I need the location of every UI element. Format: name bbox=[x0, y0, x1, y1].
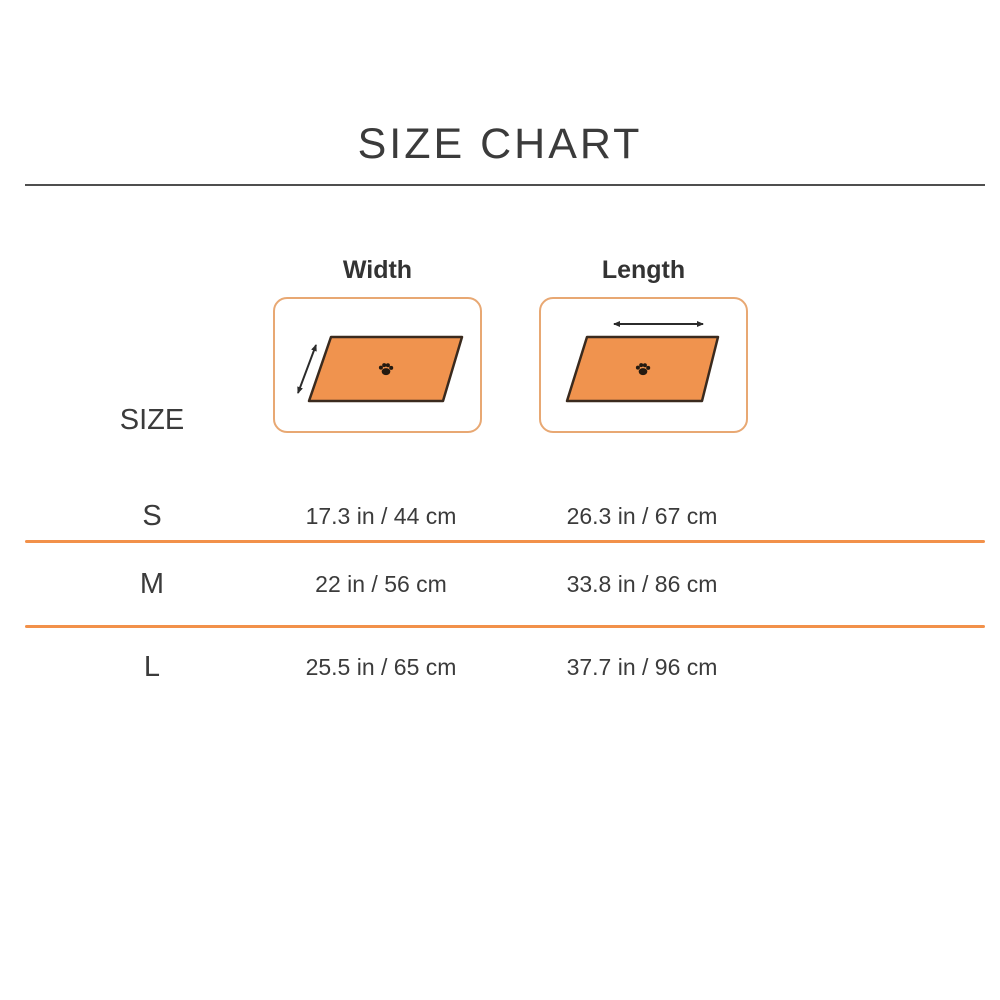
column-header-length: Length bbox=[601, 256, 686, 284]
length-value-l: 37.7 in / 96 cm bbox=[566, 654, 718, 680]
column-header-width: Width bbox=[342, 256, 413, 284]
width-value-s: 17.3 in / 44 cm bbox=[305, 503, 457, 529]
size-label-s: S bbox=[142, 500, 162, 532]
length-diagram-graphic bbox=[565, 321, 720, 403]
width-value-l: 25.5 in / 65 cm bbox=[305, 654, 457, 680]
paw-print-icon bbox=[378, 363, 394, 376]
size-label-m: M bbox=[139, 568, 165, 600]
width-arrow-icon bbox=[297, 344, 317, 394]
size-column-header: SIZE bbox=[119, 404, 185, 436]
size-label-l: L bbox=[143, 651, 161, 683]
row-separator bbox=[25, 540, 985, 543]
paw-print-icon bbox=[635, 363, 651, 376]
row-separator bbox=[25, 625, 985, 628]
length-value-s: 26.3 in / 67 cm bbox=[566, 503, 718, 529]
width-diagram bbox=[273, 297, 482, 433]
length-value-m: 33.8 in / 86 cm bbox=[566, 571, 718, 597]
page-title: SIZE CHART bbox=[357, 120, 643, 168]
length-diagram bbox=[539, 297, 748, 433]
title-divider bbox=[25, 184, 985, 186]
width-diagram-graphic bbox=[297, 335, 464, 403]
width-value-m: 22 in / 56 cm bbox=[315, 571, 447, 597]
